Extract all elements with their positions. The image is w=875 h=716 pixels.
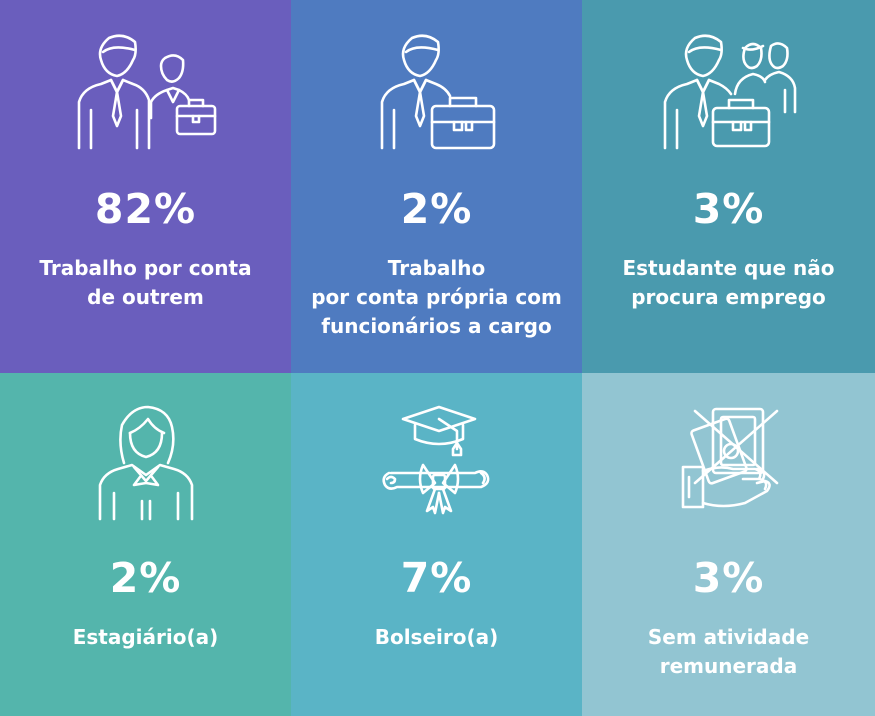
tile-student: 3% Estudante que não procura emprego [582, 0, 875, 373]
percent-value: 3% [692, 185, 765, 233]
no-pay-icon [669, 403, 789, 515]
category-label: Sem atividade remunerada [647, 625, 810, 678]
tile-intern: 2% Estagiário(a) [0, 373, 291, 716]
tile-scholarship: 7% Bolseiro(a) [291, 373, 582, 716]
employee-icon [71, 30, 221, 152]
category-label: Bolseiro(a) [374, 625, 499, 649]
intern-icon [96, 403, 196, 523]
percent-value: 82% [94, 185, 197, 233]
category-label: Trabalho por conta própria com funcionár… [311, 256, 562, 338]
percent-value: 3% [692, 554, 765, 602]
category-label: Estagiário(a) [72, 625, 219, 649]
tile-no-paid-activity: 3% Sem atividade remunerada [582, 373, 875, 716]
category-label: Estudante que não procura emprego [622, 256, 835, 309]
student-group-icon [659, 30, 799, 152]
percent-value: 7% [400, 554, 473, 602]
self-employed-icon [372, 30, 502, 152]
percent-value: 2% [400, 185, 473, 233]
category-label: Trabalho por conta de outrem [39, 256, 252, 309]
percent-value: 2% [109, 554, 182, 602]
tile-self-employed: 2% Trabalho por conta própria com funcio… [291, 0, 582, 373]
tile-employee: 82% Trabalho por conta de outrem [0, 0, 291, 373]
graduation-icon [377, 403, 497, 515]
